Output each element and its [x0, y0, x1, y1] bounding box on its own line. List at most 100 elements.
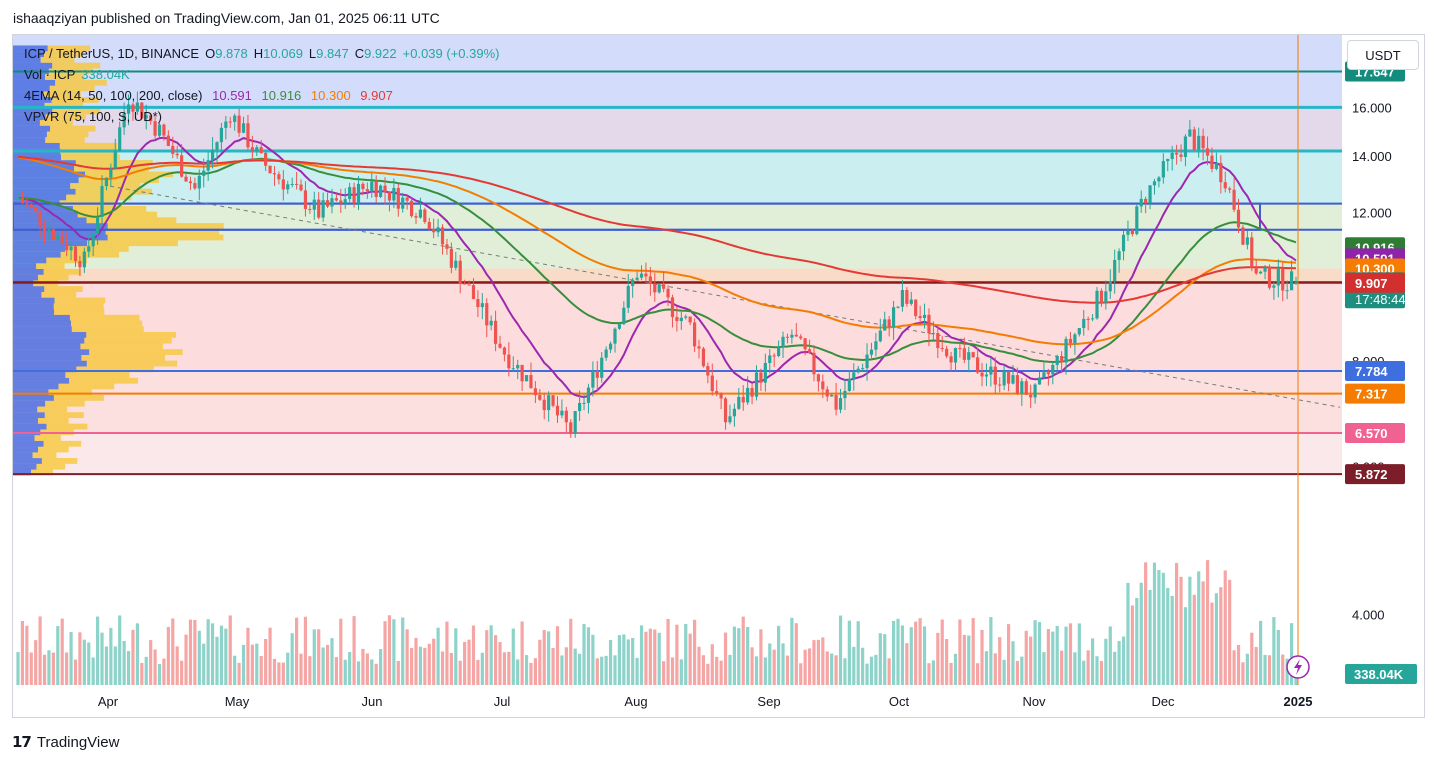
candle-body[interactable]: [171, 145, 175, 154]
candle-body[interactable]: [945, 348, 949, 357]
tradingview-footer[interactable]: 𝟭𝟳 TradingView: [12, 733, 119, 752]
candle-body[interactable]: [586, 387, 591, 403]
candle-body[interactable]: [922, 314, 927, 319]
candle-body[interactable]: [1223, 182, 1227, 189]
candle-body[interactable]: [489, 320, 493, 326]
candle-body[interactable]: [600, 357, 604, 378]
candle-body[interactable]: [312, 199, 316, 210]
candle-body[interactable]: [706, 366, 710, 376]
candle-body[interactable]: [1152, 181, 1157, 186]
candle-body[interactable]: [454, 260, 458, 268]
candle-body[interactable]: [1192, 129, 1196, 150]
candle-body[interactable]: [321, 200, 325, 218]
candle-body[interactable]: [852, 372, 856, 379]
ema-14-line[interactable]: [17, 136, 1297, 399]
candle-body[interactable]: [958, 348, 962, 350]
candle-body[interactable]: [993, 366, 997, 385]
candle-body[interactable]: [542, 399, 546, 411]
candle-body[interactable]: [790, 334, 794, 338]
candle-body[interactable]: [639, 273, 644, 278]
candle-body[interactable]: [1104, 291, 1108, 303]
candle-body[interactable]: [1064, 338, 1068, 363]
candle-body[interactable]: [799, 336, 803, 339]
candle-body[interactable]: [20, 197, 25, 204]
candle-body[interactable]: [1126, 230, 1130, 235]
candle-body[interactable]: [100, 186, 104, 217]
candle-body[interactable]: [118, 127, 122, 151]
candle-body[interactable]: [162, 124, 166, 136]
candle-body[interactable]: [1002, 371, 1006, 386]
candle-body[interactable]: [237, 115, 241, 133]
candle-body[interactable]: [909, 299, 913, 304]
candle-body[interactable]: [458, 260, 462, 284]
candle-body[interactable]: [449, 248, 453, 268]
candle-body[interactable]: [131, 104, 135, 112]
candle-body[interactable]: [998, 384, 1002, 386]
candle-body[interactable]: [281, 179, 285, 190]
candle-body[interactable]: [1250, 237, 1254, 268]
candle-body[interactable]: [1289, 271, 1294, 291]
candle-body[interactable]: [900, 290, 905, 307]
candle-body[interactable]: [1055, 356, 1059, 365]
candle-body[interactable]: [1236, 209, 1241, 228]
candle-body[interactable]: [175, 153, 179, 156]
candle-body[interactable]: [1077, 328, 1081, 335]
candle-body[interactable]: [299, 184, 303, 191]
candle-body[interactable]: [555, 405, 560, 416]
candle-body[interactable]: [1086, 318, 1090, 320]
candle-body[interactable]: [591, 371, 595, 388]
candle-body[interactable]: [741, 396, 745, 403]
candle-body[interactable]: [662, 284, 666, 289]
candle-body[interactable]: [715, 391, 719, 394]
ema-50-line[interactable]: [17, 157, 1297, 364]
candle-body[interactable]: [370, 181, 374, 192]
candle-body[interactable]: [485, 303, 489, 326]
candle-body[interactable]: [113, 150, 117, 169]
candle-body[interactable]: [215, 142, 219, 150]
candle-body[interactable]: [834, 395, 838, 410]
legend-ema-row[interactable]: 4EMA (14, 50, 100, 200, close) 10.591 10…: [24, 88, 399, 103]
candle-body[interactable]: [666, 288, 670, 298]
candle-body[interactable]: [635, 277, 639, 280]
candle-body[interactable]: [1232, 189, 1236, 210]
candle-body[interactable]: [737, 396, 741, 409]
candle-body[interactable]: [1042, 372, 1046, 378]
candle-body[interactable]: [352, 187, 356, 204]
candle-body[interactable]: [1051, 364, 1055, 375]
candle-body[interactable]: [1068, 338, 1073, 344]
candle-body[interactable]: [529, 375, 533, 389]
candle-body[interactable]: [807, 349, 812, 353]
candle-body[interactable]: [210, 149, 215, 161]
candle-body[interactable]: [869, 349, 874, 355]
candle-body[interactable]: [1144, 198, 1148, 203]
candle-body[interactable]: [303, 190, 308, 209]
candle-body[interactable]: [524, 375, 529, 382]
candle-body[interactable]: [383, 185, 387, 193]
candle-body[interactable]: [476, 299, 480, 308]
candle-body[interactable]: [1157, 177, 1161, 182]
candle-body[interactable]: [1121, 234, 1126, 252]
candle-body[interactable]: [153, 121, 157, 136]
candle-body[interactable]: [1020, 381, 1024, 394]
candle-body[interactable]: [135, 102, 139, 112]
candle-body[interactable]: [325, 200, 330, 207]
candle-body[interactable]: [250, 147, 254, 152]
candle-body[interactable]: [365, 189, 369, 192]
candle-body[interactable]: [277, 174, 281, 180]
candle-body[interactable]: [847, 378, 851, 391]
candle-body[interactable]: [648, 276, 652, 284]
candle-body[interactable]: [949, 356, 953, 363]
candle-body[interactable]: [976, 357, 980, 373]
candle-body[interactable]: [414, 216, 418, 218]
candle-body[interactable]: [65, 243, 69, 251]
candle-body[interactable]: [374, 181, 378, 197]
candle-body[interactable]: [498, 343, 502, 348]
candle-body[interactable]: [507, 354, 511, 369]
candle-body[interactable]: [1130, 230, 1134, 235]
candle-body[interactable]: [927, 314, 931, 334]
candle-body[interactable]: [1175, 152, 1179, 155]
candle-body[interactable]: [109, 168, 113, 178]
candle-body[interactable]: [631, 279, 635, 286]
candle-body[interactable]: [1281, 268, 1285, 291]
